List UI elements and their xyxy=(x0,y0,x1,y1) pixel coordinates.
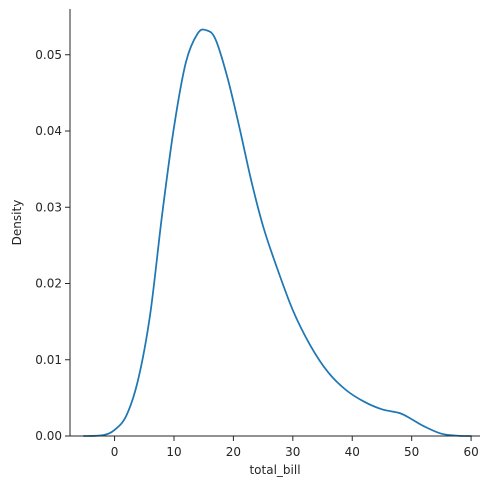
x-tick-label: 20 xyxy=(226,445,241,459)
y-axis-ticks: 0.00 0.01 0.02 0.03 0.04 0.05 xyxy=(35,48,70,443)
y-tick-label: 0.05 xyxy=(35,48,62,62)
plot-area xyxy=(82,28,472,437)
y-tick-label: 0.03 xyxy=(35,200,62,214)
x-tick-label: 0 xyxy=(111,445,119,459)
y-tick-label: 0.01 xyxy=(35,353,62,367)
x-axis-ticks: 0 10 20 30 40 50 60 xyxy=(111,436,479,459)
y-tick-label: 0.02 xyxy=(35,277,62,291)
x-tick-label: 60 xyxy=(463,445,478,459)
kde-density-line xyxy=(82,28,472,437)
x-tick-label: 50 xyxy=(404,445,419,459)
x-tick-label: 10 xyxy=(166,445,181,459)
y-tick-label: 0.04 xyxy=(35,124,62,138)
x-tick-label: 40 xyxy=(345,445,360,459)
y-axis-label: Density xyxy=(10,200,24,246)
y-tick-label: 0.00 xyxy=(35,429,62,443)
x-tick-label: 30 xyxy=(285,445,300,459)
x-axis-label: total_bill xyxy=(249,463,300,477)
